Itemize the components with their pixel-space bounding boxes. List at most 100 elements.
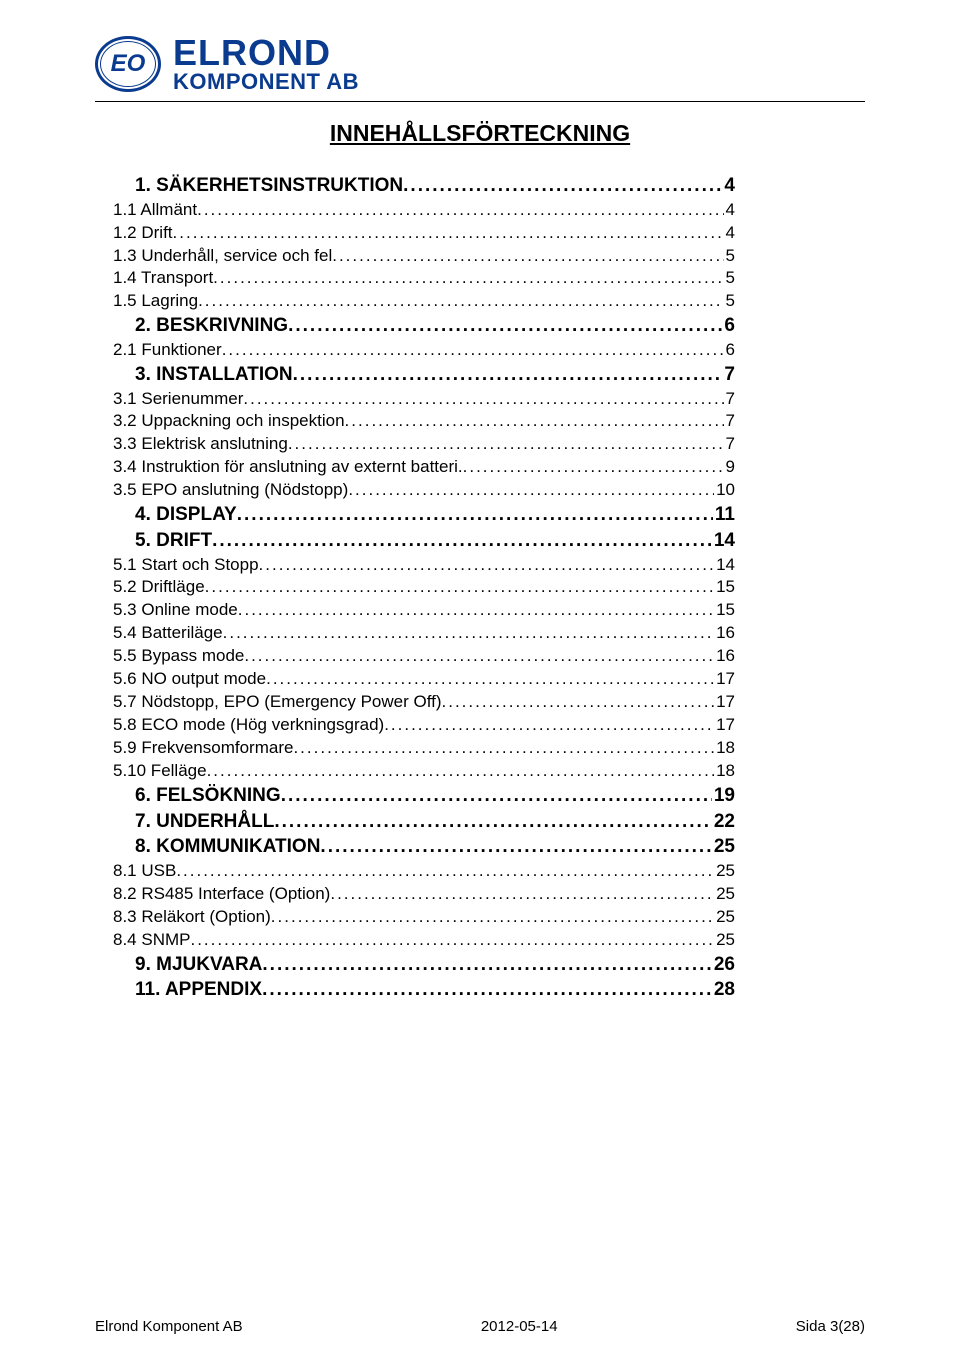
toc-label: 1.4 Transport xyxy=(113,267,213,290)
toc-entry: 1.1 Allmänt4 xyxy=(113,199,735,222)
toc-entry: 3.5 EPO anslutning (Nödstopp)10 xyxy=(113,479,735,502)
toc-page-number: 18 xyxy=(714,760,735,783)
toc-leader-dots xyxy=(223,622,714,645)
toc-page-number: 15 xyxy=(714,576,735,599)
toc-entry: 5. DRIFT 14 xyxy=(135,528,735,554)
table-of-contents: 1. SÄKERHETSINSTRUKTION 41.1 Allmänt41.2 … xyxy=(95,173,735,1003)
toc-label: 8. KOMMUNIKATION xyxy=(135,834,320,860)
toc-page-number: 7 xyxy=(724,388,735,411)
toc-leader-dots xyxy=(198,290,723,313)
toc-page-number: 16 xyxy=(714,622,735,645)
toc-entry: 5.3 Online mode 15 xyxy=(113,599,735,622)
toc-leader-dots xyxy=(288,433,724,456)
toc-page-number: 19 xyxy=(712,783,735,809)
toc-label: 8.4 SNMP xyxy=(113,929,190,952)
toc-label: 5.8 ECO mode (Hög verkningsgrad) xyxy=(113,714,384,737)
toc-label: 3.2 Uppackning och inspektion xyxy=(113,410,345,433)
toc-leader-dots xyxy=(176,860,714,883)
toc-page-number: 25 xyxy=(714,883,735,906)
toc-label: 5.1 Start och Stopp xyxy=(113,554,259,577)
toc-leader-dots xyxy=(197,199,723,222)
toc-leader-dots xyxy=(212,528,712,554)
toc-page-number: 14 xyxy=(712,528,735,554)
toc-label: 1.5 Lagring xyxy=(113,290,198,313)
toc-page-number: 5 xyxy=(724,267,735,290)
toc-label: 1. SÄKERHETSINSTRUKTION xyxy=(135,173,403,199)
toc-entry: 1. SÄKERHETSINSTRUKTION 4 xyxy=(135,173,735,199)
toc-leader-dots xyxy=(207,760,715,783)
toc-entry: 9. MJUKVARA26 xyxy=(135,952,735,978)
toc-page-number: 15 xyxy=(714,599,735,622)
toc-page-number: 25 xyxy=(712,834,735,860)
toc-leader-dots xyxy=(274,809,712,835)
toc-leader-dots xyxy=(259,554,715,577)
header-divider xyxy=(95,101,865,102)
toc-page-number: 5 xyxy=(724,290,735,313)
logo-monogram: EO xyxy=(111,50,146,78)
toc-label: 2.1 Funktioner xyxy=(113,339,222,362)
toc-leader-dots xyxy=(238,599,714,622)
toc-leader-dots xyxy=(288,313,722,339)
toc-label: 5.9 Frekvensomformare xyxy=(113,737,293,760)
footer-right: Sida 3(28) xyxy=(796,1318,865,1335)
brand-text: ELROND KOMPONENT AB xyxy=(173,35,359,93)
toc-entry: 1.2 Drift4 xyxy=(113,222,735,245)
toc-entry: 1.5 Lagring 5 xyxy=(113,290,735,313)
toc-label: 3.5 EPO anslutning (Nödstopp) xyxy=(113,479,348,502)
toc-entry: 5.4 Batteriläge16 xyxy=(113,622,735,645)
toc-label: 7. UNDERHÅLL xyxy=(135,809,274,835)
toc-label: 5.5 Bypass mode xyxy=(113,645,244,668)
toc-page-number: 25 xyxy=(714,929,735,952)
toc-entry: 6. FELSÖKNING19 xyxy=(135,783,735,809)
toc-page-number: 6 xyxy=(724,339,735,362)
toc-entry: 8.4 SNMP 25 xyxy=(113,929,735,952)
toc-page-number: 9 xyxy=(724,456,735,479)
toc-entry: 5.2 Driftläge 15 xyxy=(113,576,735,599)
toc-label: 8.2 RS485 Interface (Option) xyxy=(113,883,330,906)
toc-label: 5.3 Online mode xyxy=(113,599,238,622)
toc-leader-dots xyxy=(384,714,714,737)
toc-entry: 3. INSTALLATION7 xyxy=(135,362,735,388)
toc-page-number: 25 xyxy=(714,860,735,883)
toc-page-number: 17 xyxy=(714,714,735,737)
page-title: INNEHÅLLSFÖRTECKNING xyxy=(95,120,865,147)
brand-name-line2: KOMPONENT AB xyxy=(173,71,359,93)
toc-label: 8.1 USB xyxy=(113,860,176,883)
toc-leader-dots xyxy=(244,645,714,668)
toc-entry: 5.7 Nödstopp, EPO (Emergency Power Off)1… xyxy=(113,691,735,714)
toc-leader-dots xyxy=(293,737,714,760)
footer-center: 2012-05-14 xyxy=(481,1318,558,1335)
document-page: EO ELROND KOMPONENT AB INNEHÅLLSFÖRTECKN… xyxy=(0,0,960,1367)
toc-page-number: 7 xyxy=(724,410,735,433)
toc-entry: 3.4 Instruktion för anslutning av extern… xyxy=(113,456,735,479)
toc-leader-dots xyxy=(403,173,722,199)
toc-page-number: 28 xyxy=(712,977,735,1003)
toc-entry: 5.10 Felläge18 xyxy=(113,760,735,783)
page-footer: Elrond Komponent AB 2012-05-14 Sida 3(28… xyxy=(95,1318,865,1335)
toc-entry: 5.6 NO output mode17 xyxy=(113,668,735,691)
toc-label: 4. DISPLAY xyxy=(135,502,237,528)
toc-page-number: 4 xyxy=(722,173,735,199)
toc-leader-dots xyxy=(293,362,723,388)
toc-entry: 1.4 Transport 5 xyxy=(113,267,735,290)
toc-label: 3.1 Serienummer xyxy=(113,388,243,411)
toc-leader-dots xyxy=(213,267,723,290)
toc-entry: 3.3 Elektrisk anslutning7 xyxy=(113,433,735,456)
toc-page-number: 6 xyxy=(722,313,735,339)
toc-entry: 2. BESKRIVNING6 xyxy=(135,313,735,339)
toc-page-number: 11 xyxy=(713,502,735,528)
toc-leader-dots xyxy=(237,502,713,528)
toc-label: 5.6 NO output mode xyxy=(113,668,266,691)
toc-entry: 1.3 Underhåll, service och fel5 xyxy=(113,245,735,268)
toc-label: 5. DRIFT xyxy=(135,528,212,554)
toc-entry: 5.1 Start och Stopp14 xyxy=(113,554,735,577)
toc-label: 5.2 Driftläge xyxy=(113,576,205,599)
toc-entry: 8.3 Reläkort (Option)25 xyxy=(113,906,735,929)
brand-header: EO ELROND KOMPONENT AB xyxy=(95,35,865,93)
toc-label: 3. INSTALLATION xyxy=(135,362,293,388)
toc-leader-dots xyxy=(205,576,714,599)
footer-left: Elrond Komponent AB xyxy=(95,1318,243,1335)
toc-label: 3.4 Instruktion för anslutning av extern… xyxy=(113,456,463,479)
logo-icon: EO xyxy=(95,36,161,92)
toc-label: 9. MJUKVARA xyxy=(135,952,262,978)
